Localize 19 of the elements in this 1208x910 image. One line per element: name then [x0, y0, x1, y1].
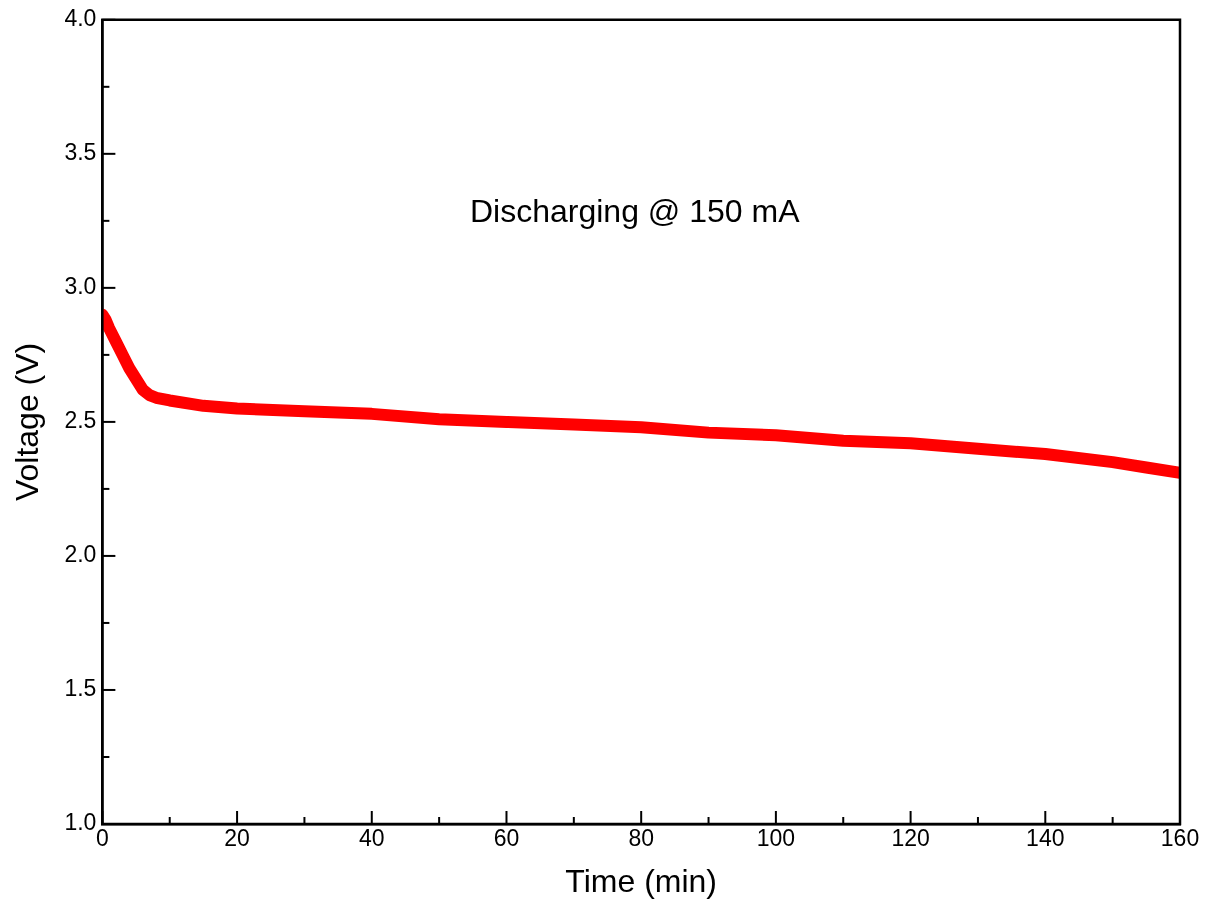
x-tick-label: 60	[493, 825, 520, 852]
y-tick-label: 2.5	[64, 407, 97, 434]
y-tick-label: 3.5	[64, 139, 97, 166]
y-tick-label: 1.0	[64, 809, 97, 836]
x-tick-label: 120	[891, 825, 930, 852]
y-tick-label: 2.0	[64, 541, 97, 568]
annotation: Discharging @ 150 mA	[469, 192, 801, 229]
x-tick-label: 100	[756, 825, 796, 852]
x-axis-title: Time (min)	[565, 862, 718, 899]
x-tick-label: 0	[95, 825, 109, 852]
x-tick-label: 140	[1026, 825, 1065, 852]
y-tick-label: 3.0	[64, 273, 97, 300]
y-axis-title: Voltage (V)	[9, 342, 46, 502]
y-tick-label: 1.5	[64, 675, 97, 702]
x-tick-label: 20	[224, 825, 250, 852]
x-tick-label: 160	[1160, 825, 1200, 852]
y-tick-label: 4.0	[64, 5, 97, 32]
x-tick-label: 80	[628, 825, 654, 852]
x-tick-label: 40	[358, 825, 385, 852]
